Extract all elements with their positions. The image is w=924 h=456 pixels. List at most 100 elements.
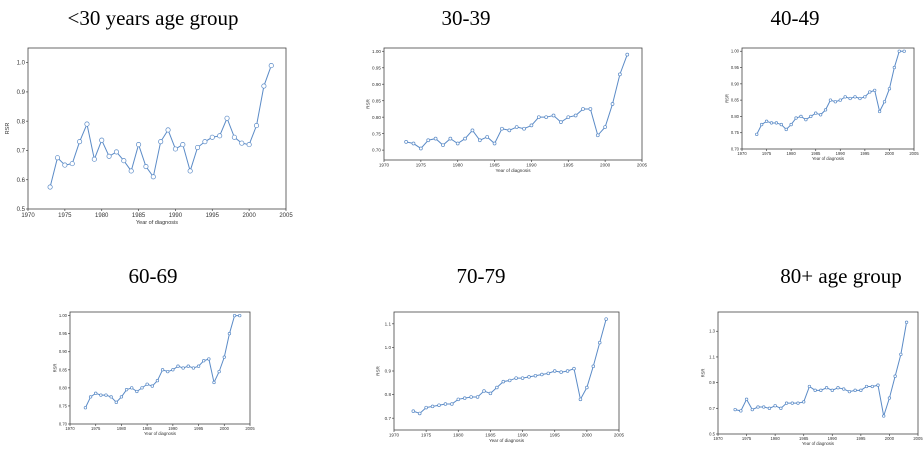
x-axis-label: Year of diagnosis — [136, 220, 178, 226]
data-point — [501, 379, 506, 384]
data-point — [887, 396, 892, 400]
data-point — [610, 102, 615, 106]
data-point — [552, 369, 557, 373]
data-point — [202, 359, 206, 363]
data-point — [784, 401, 789, 405]
data-point — [124, 388, 129, 392]
y-tick-label: 0.9 — [17, 90, 26, 96]
data-point — [784, 127, 788, 132]
data-point — [802, 400, 806, 404]
data-point — [135, 389, 139, 394]
data-point — [830, 388, 834, 392]
data-point — [411, 141, 416, 146]
data-point — [441, 143, 445, 148]
data-point — [187, 168, 193, 174]
data-point — [769, 121, 774, 125]
data-point — [207, 357, 211, 361]
data-point — [194, 144, 201, 151]
data-point — [426, 138, 431, 143]
x-tick-label: 2005 — [909, 151, 919, 156]
x-tick-label: 1990 — [836, 151, 846, 156]
data-point — [448, 136, 453, 141]
y-tick-label: 0.95 — [372, 65, 381, 70]
data-point — [181, 366, 185, 370]
data-point — [809, 114, 813, 119]
x-tick-label: 1970 — [713, 436, 723, 441]
y-axis-label: RSR — [5, 123, 11, 135]
y-tick-label: 0.7 — [385, 416, 392, 421]
x-tick-label: 1975 — [416, 163, 427, 168]
y-tick-label: 0.5 — [17, 207, 26, 213]
data-point — [469, 395, 473, 399]
data-point — [868, 90, 872, 94]
data-point — [789, 122, 793, 127]
x-tick-label: 2000 — [220, 426, 230, 431]
x-tick-label: 1985 — [811, 151, 821, 156]
data-point — [411, 409, 416, 413]
y-tick-label: 0.8 — [385, 392, 392, 397]
data-point — [527, 375, 531, 379]
y-tick-label: 0.95 — [731, 65, 740, 70]
x-tick-label: 1970 — [379, 163, 390, 168]
x-tick-label: 1990 — [526, 163, 537, 168]
x-tick-label: 1990 — [828, 436, 838, 441]
y-tick-label: 1.00 — [59, 313, 68, 318]
y-tick-label: 0.8 — [17, 119, 26, 125]
series-line — [84, 315, 240, 408]
x-tick-label: 1980 — [770, 436, 780, 441]
x-tick-label: 1990 — [517, 433, 528, 438]
data-point — [437, 403, 441, 407]
chart-80-plus: 1970 1975 1980 1985 1990 1995 2000 2005 0.5 0.7 0.… — [701, 311, 923, 446]
data-point — [773, 404, 777, 408]
data-point — [897, 49, 901, 53]
data-point — [597, 340, 602, 345]
y-tick-label: 0.5 — [709, 431, 715, 436]
plot-frame — [741, 47, 915, 150]
data-point — [443, 402, 448, 406]
data-point — [191, 366, 196, 370]
data-point — [893, 374, 897, 378]
data-point — [196, 364, 201, 368]
y-axis-label: RSR — [701, 369, 706, 378]
data-point — [595, 133, 600, 138]
data-point — [536, 115, 541, 120]
y-tick-label: 0.7 — [709, 406, 715, 411]
data-point — [591, 364, 596, 369]
data-point — [807, 384, 812, 389]
data-point — [882, 100, 887, 104]
data-point — [546, 371, 551, 376]
data-point — [180, 142, 186, 148]
data-point — [864, 384, 869, 389]
x-tick-label: 1975 — [58, 213, 72, 219]
x-tick-label: 1975 — [91, 426, 101, 431]
data-point — [585, 385, 589, 390]
x-tick-label: 2000 — [885, 436, 895, 441]
data-point — [520, 376, 525, 380]
data-point — [507, 378, 512, 383]
y-tick-label: 1.0 — [17, 61, 26, 67]
x-tick-label: 1995 — [856, 436, 866, 441]
x-tick-label: 2005 — [245, 426, 255, 431]
y-axis-label: RSR — [53, 364, 58, 373]
data-point — [91, 156, 97, 162]
data-point — [224, 115, 230, 121]
y-tick-label: 0.90 — [372, 82, 381, 87]
y-axis-label: RSR — [375, 365, 380, 375]
data-point — [507, 128, 512, 133]
series-line — [406, 54, 628, 150]
data-point — [514, 376, 518, 380]
data-point — [892, 65, 896, 70]
data-point — [158, 139, 164, 145]
data-point — [113, 149, 120, 155]
x-tick-label: 1980 — [453, 433, 464, 438]
x-tick-label: 1985 — [485, 433, 496, 438]
data-point — [84, 121, 90, 127]
plot-frame — [69, 311, 251, 425]
data-point — [121, 158, 127, 164]
x-tick-label: 2005 — [637, 163, 648, 168]
data-point — [143, 164, 149, 170]
data-point — [209, 134, 215, 140]
data-point — [268, 63, 274, 69]
x-tick-label: 1980 — [453, 163, 464, 168]
y-tick-label: 0.80 — [372, 115, 381, 120]
